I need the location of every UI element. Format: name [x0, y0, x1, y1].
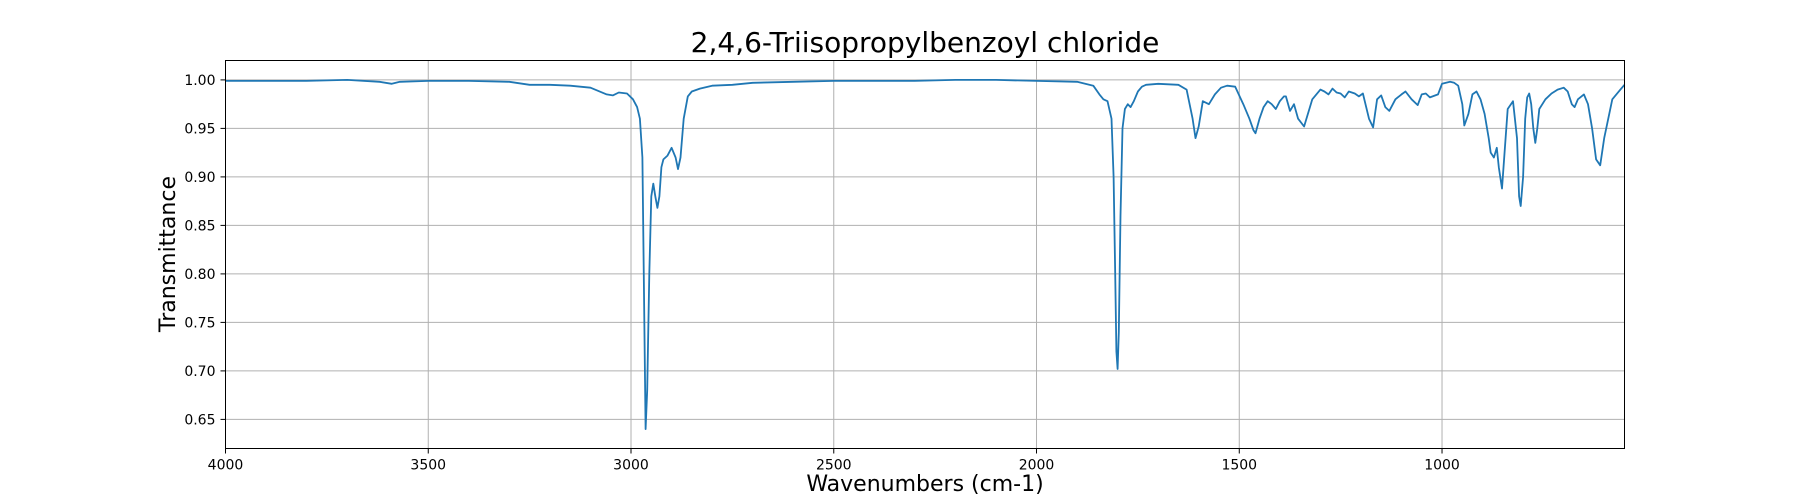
plot-frame — [225, 60, 1625, 449]
y-tick-label: 0.75 — [184, 315, 215, 331]
y-tick-label: 0.70 — [184, 364, 215, 380]
y-tick-label: 0.65 — [184, 412, 215, 428]
x-tick-label: 1500 — [1221, 458, 1257, 474]
x-axis: 4000 3500 3000 2500 2000 1500 1000 — [208, 448, 1460, 474]
x-tick-label: 2500 — [816, 458, 852, 474]
y-tick-label: 0.95 — [184, 121, 215, 137]
x-axis-label: Wavenumbers (cm-1) — [806, 472, 1043, 497]
grid — [225, 60, 1625, 449]
y-axis-label: Transmittance — [156, 176, 181, 333]
series-layer — [225, 79, 1626, 431]
x-tick-label: 3500 — [410, 458, 446, 474]
y-axis: 0.65 0.70 0.75 0.80 0.85 0.90 0.95 1.00 — [184, 73, 226, 428]
x-tick-label: 2000 — [1019, 458, 1055, 474]
transmittance-line — [225, 79, 1626, 431]
chart-title: 2,4,6-Triisopropylbenzoyl chloride — [691, 26, 1160, 59]
y-tick-label: 0.80 — [184, 267, 215, 283]
y-tick-label: 1.00 — [184, 73, 215, 89]
x-tick-label: 3000 — [613, 458, 649, 474]
x-tick-label: 1000 — [1424, 458, 1460, 474]
y-tick-label: 0.90 — [184, 170, 215, 186]
y-tick-label: 0.85 — [184, 218, 215, 234]
x-tick-label: 4000 — [208, 458, 244, 474]
